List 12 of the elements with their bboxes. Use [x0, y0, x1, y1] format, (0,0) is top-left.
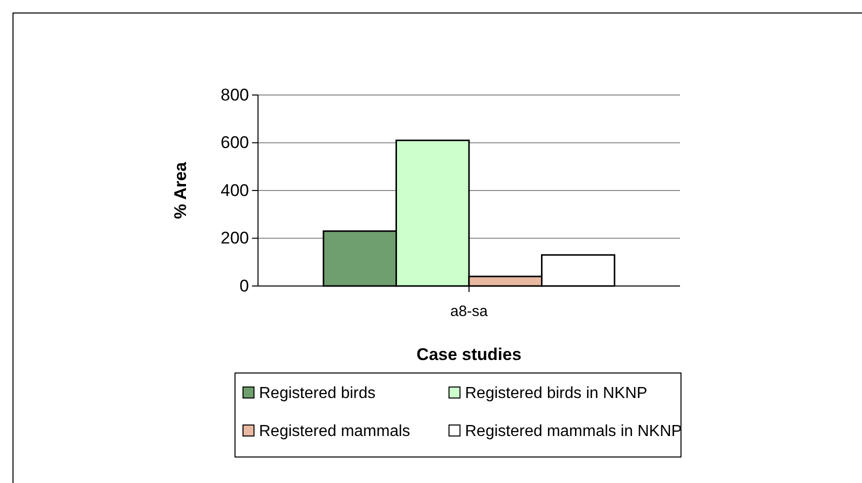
y-tick-label: 600: [220, 133, 249, 152]
y-axis-title: % Area: [171, 161, 190, 220]
y-tick-label: 200: [220, 228, 249, 248]
y-tick-label: 0: [240, 276, 249, 296]
legend-label: Registered mammals: [259, 423, 410, 440]
x-tick-label: a8-sa: [450, 303, 488, 320]
legend-label: Registered mammals in NKNP: [465, 423, 682, 440]
legend-label: Registered birds: [259, 385, 376, 402]
x-axis-title: Case studies: [416, 345, 522, 364]
legend-label: Registered birds in NKNP: [465, 385, 648, 402]
y-tick-label: 800: [220, 85, 249, 104]
y-tick-label: 400: [220, 180, 249, 200]
